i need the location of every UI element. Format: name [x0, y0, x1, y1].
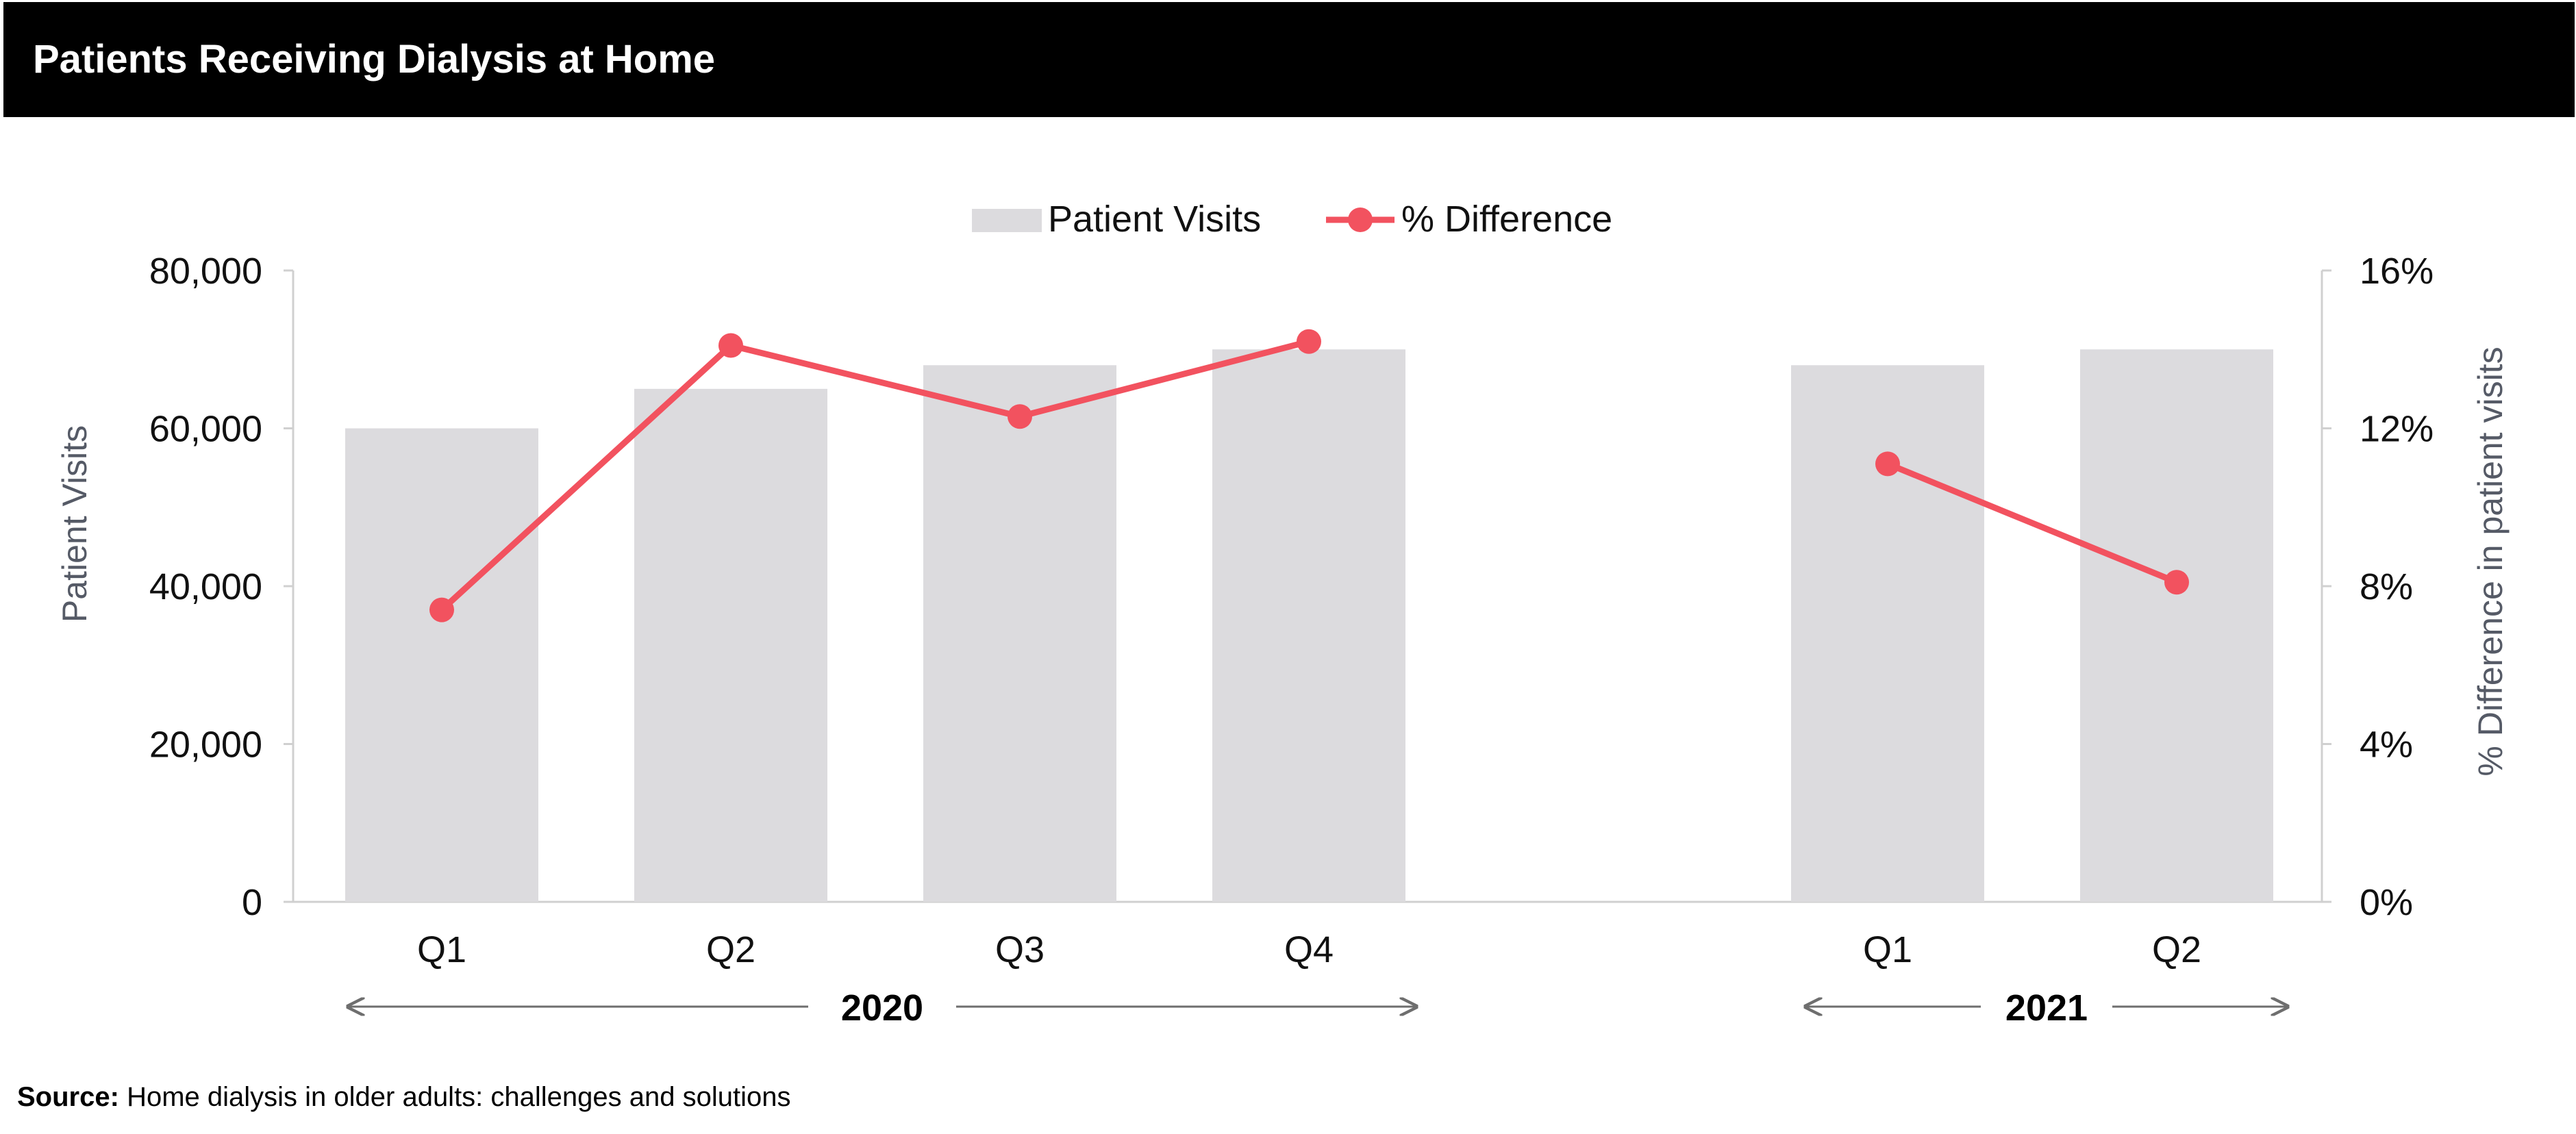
x-tick-label: Q2: [706, 929, 755, 970]
x-tick-label: Q3: [995, 929, 1045, 970]
right-tick-label: 8%: [2360, 566, 2413, 607]
y2-axis-title: % Difference in patient visits: [2471, 346, 2510, 776]
group-label: 2021: [2005, 987, 2088, 1029]
bar-series: [345, 349, 2273, 902]
source-note: Source: Home dialysis in older adults: c…: [17, 1082, 791, 1113]
right-tick-label: 0%: [2360, 882, 2413, 923]
title-bar: Patients Receiving Dialysis at Home: [3, 2, 2575, 117]
bar-6: [2080, 349, 2273, 902]
chart-title: Patients Receiving Dialysis at Home: [33, 37, 716, 81]
right-tick-label: 16%: [2360, 251, 2434, 292]
difference-line-segment-2: [1884, 460, 2180, 585]
source-label: Source:: [17, 1082, 119, 1112]
right-tick-label: 12%: [2360, 409, 2434, 450]
y-axis-title: Patient Visits: [55, 425, 94, 622]
year-groups: 2020 2021: [348, 987, 2288, 1029]
left-tick-label: 40,000: [149, 566, 262, 607]
difference-point-5: [1875, 451, 1900, 477]
legend-line-label: % Difference: [1401, 199, 1612, 240]
difference-point-2: [718, 333, 743, 358]
bar-1: [345, 428, 538, 902]
x-tick-label: Q4: [1284, 929, 1334, 970]
bar-2: [634, 388, 827, 902]
difference-point-3: [1008, 404, 1032, 429]
source-text: Home dialysis in older adults: challenge…: [127, 1082, 791, 1112]
difference-line-segment-1: [438, 338, 1312, 614]
difference-point-6: [2164, 570, 2189, 595]
difference-point-1: [429, 597, 454, 622]
legend: Patient Visits % Difference: [972, 199, 1612, 240]
bar-3: [923, 365, 1116, 902]
x-tick-label: Q2: [2152, 929, 2201, 970]
difference-point-4: [1297, 329, 1321, 354]
left-tick-label: 80,000: [149, 251, 262, 292]
bar-4: [1212, 349, 1405, 902]
x-tick-label: Q1: [417, 929, 466, 970]
legend-bar-swatch: [972, 209, 1042, 232]
x-tick-label: Q1: [1863, 929, 1912, 970]
left-tick-label: 20,000: [149, 724, 262, 766]
legend-bar-label: Patient Visits: [1048, 199, 1261, 240]
axes: 0 20,000 40,000 60,000 80,000 0% 4% 8% 12% 16% Pat…: [55, 251, 2510, 923]
x-tick-labels: Q1 Q2 Q3 Q4 Q1 Q2: [417, 929, 2201, 970]
group-label: 2020: [841, 987, 923, 1029]
right-tick-label: 4%: [2360, 724, 2413, 766]
left-tick-label: 0: [242, 882, 262, 923]
line-series: [429, 329, 2189, 622]
bar-5: [1791, 365, 1984, 902]
legend-line-marker: [1348, 207, 1373, 232]
left-tick-label: 60,000: [149, 409, 262, 450]
